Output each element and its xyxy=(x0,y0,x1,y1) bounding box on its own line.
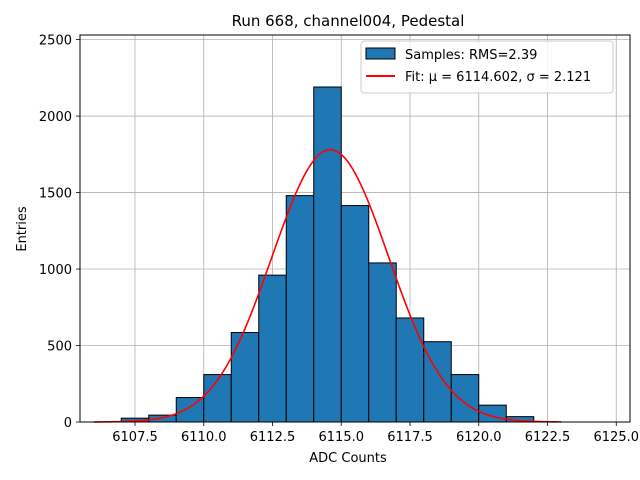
y-tick-label: 1000 xyxy=(39,263,72,278)
histogram-bar xyxy=(203,374,232,423)
fit-curve-layer xyxy=(93,148,562,423)
histogram-bar xyxy=(285,195,315,423)
y-tick-label: 0 xyxy=(64,416,72,431)
y-axis-ticks: 0 500 1000 1500 2000 2500 xyxy=(39,34,80,431)
histogram-bar xyxy=(230,332,260,423)
histogram-bars xyxy=(120,86,535,423)
legend-histogram-label: Samples: RMS=2.39 xyxy=(405,48,537,63)
histogram-bar xyxy=(395,317,425,423)
x-tick-label: 6112.5 xyxy=(250,430,296,445)
legend-box xyxy=(360,40,614,94)
y-tick-label: 2500 xyxy=(39,34,72,49)
x-tick-label: 6107.5 xyxy=(112,430,158,445)
x-tick-label: 6120.0 xyxy=(456,430,502,445)
x-axis-ticks: 6107.5 6110.0 6112.5 6115.0 6117.5 6120.0 6122… xyxy=(112,422,639,445)
histogram-bar xyxy=(313,86,342,423)
x-axis-label: ADC Counts xyxy=(309,451,387,466)
x-tick-label: 6115.0 xyxy=(319,430,365,445)
histogram-bar xyxy=(258,274,287,423)
y-tick-label: 1500 xyxy=(39,187,72,202)
x-tick-label: 6122.5 xyxy=(525,430,571,445)
legend-fit-label: Fit: μ = 6114.602, σ = 2.121 xyxy=(405,70,591,85)
y-tick-label: 2000 xyxy=(39,110,72,125)
chart-title: Run 668, channel004, Pedestal xyxy=(232,12,465,30)
histogram-bar xyxy=(340,205,370,423)
y-axis-label: Entries xyxy=(15,206,30,252)
legend: Samples: RMS=2.39 Fit: μ = 6114.602, σ =… xyxy=(360,40,614,94)
x-tick-label: 6110.0 xyxy=(181,430,227,445)
legend-histogram-swatch xyxy=(365,47,396,60)
histogram-bar xyxy=(368,262,397,423)
histogram-bar xyxy=(450,374,480,423)
fit-curve xyxy=(93,148,562,423)
x-tick-label: 6125.0 xyxy=(594,430,640,445)
y-tick-label: 500 xyxy=(47,340,72,355)
plot-frame xyxy=(79,34,631,423)
histogram-bar xyxy=(175,397,205,423)
x-tick-label: 6117.5 xyxy=(387,430,433,445)
